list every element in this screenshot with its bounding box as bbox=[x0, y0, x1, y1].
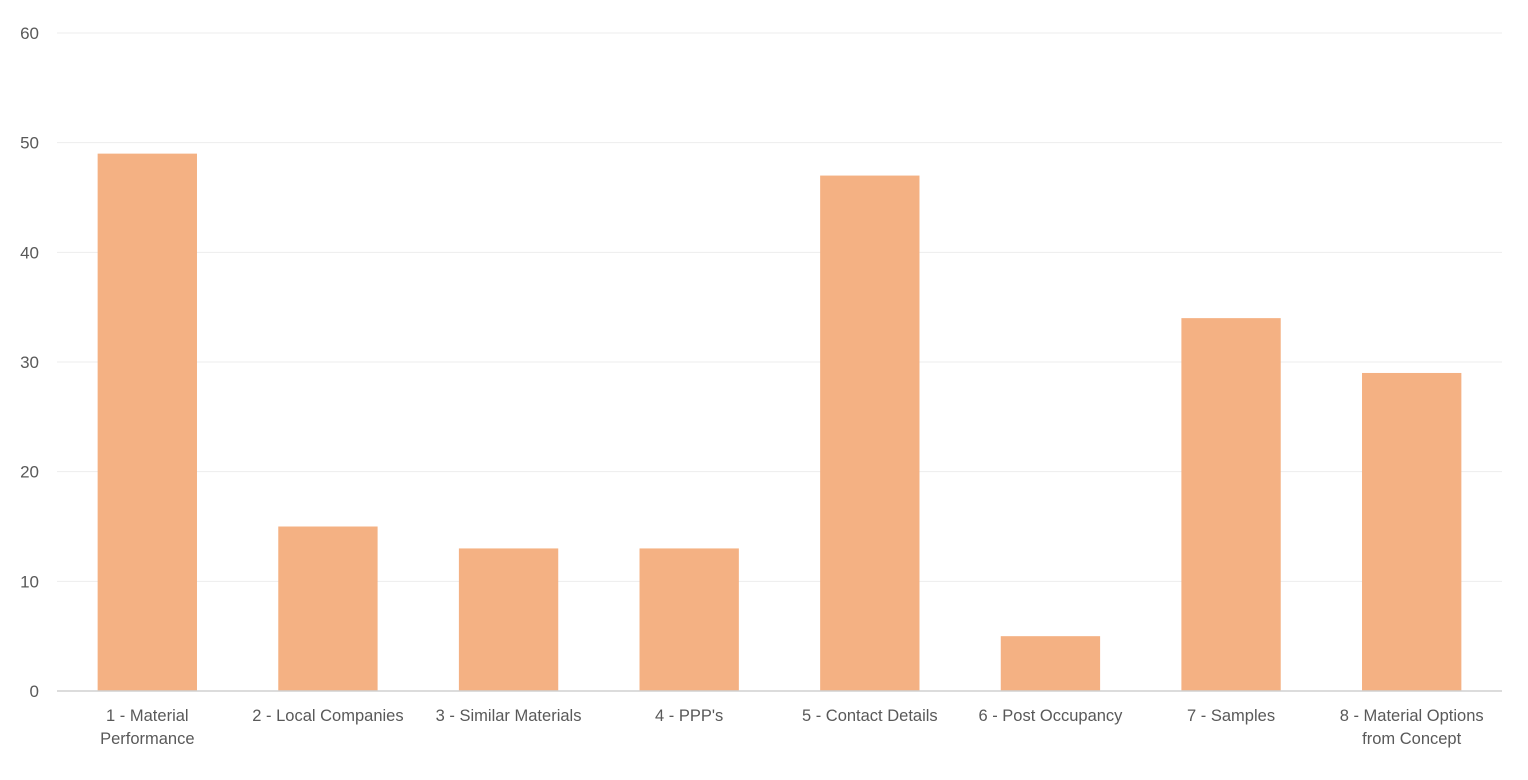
x-category-label: 7 - Samples bbox=[1187, 707, 1275, 725]
x-category-label-line: 1 - Material bbox=[106, 707, 189, 725]
gridlines bbox=[57, 32, 1502, 582]
x-category-label-line: 3 - Similar Materials bbox=[436, 707, 582, 725]
y-tick-label: 50 bbox=[20, 134, 39, 153]
x-category-label-line: Performance bbox=[100, 730, 194, 748]
bar bbox=[1181, 318, 1281, 691]
x-category-label-line: 8 - Material Options bbox=[1340, 707, 1484, 725]
x-category-label: 5 - Contact Details bbox=[802, 707, 938, 725]
y-axis-tick-labels: 0 10 20 30 40 50 60 bbox=[20, 24, 39, 701]
x-category-label: 3 - Similar Materials bbox=[436, 707, 582, 725]
x-category-label: 6 - Post Occupancy bbox=[978, 707, 1123, 725]
x-category-label-line: 7 - Samples bbox=[1187, 707, 1275, 725]
y-tick-label: 0 bbox=[30, 682, 39, 701]
x-category-label-line: 5 - Contact Details bbox=[802, 707, 938, 725]
x-category-label: 1 - Material Performance bbox=[100, 707, 194, 748]
bars bbox=[97, 153, 1462, 692]
y-tick-label: 10 bbox=[20, 572, 39, 591]
bar bbox=[1000, 636, 1101, 691]
bar bbox=[278, 526, 378, 691]
x-category-label-line: from Concept bbox=[1362, 730, 1461, 748]
x-axis-category-labels: 1 - Material Performance 2 - Local Compani… bbox=[100, 707, 1484, 748]
bar bbox=[1362, 372, 1462, 691]
x-category-label-line: 4 - PPP's bbox=[655, 707, 723, 725]
y-tick-label: 40 bbox=[20, 243, 39, 262]
bar bbox=[820, 175, 920, 692]
bar bbox=[458, 548, 559, 691]
y-tick-label: 60 bbox=[20, 24, 39, 43]
bar bbox=[97, 153, 197, 692]
x-category-label: 2 - Local Companies bbox=[252, 707, 403, 725]
y-tick-label: 30 bbox=[20, 353, 39, 372]
x-category-label-line: 6 - Post Occupancy bbox=[978, 707, 1123, 725]
y-tick-label: 20 bbox=[20, 463, 39, 482]
x-category-label: 8 - Material Options from Concept bbox=[1340, 707, 1484, 748]
x-category-label-line: 2 - Local Companies bbox=[252, 707, 403, 725]
bar bbox=[639, 548, 739, 691]
x-category-label: 4 - PPP's bbox=[655, 707, 723, 725]
